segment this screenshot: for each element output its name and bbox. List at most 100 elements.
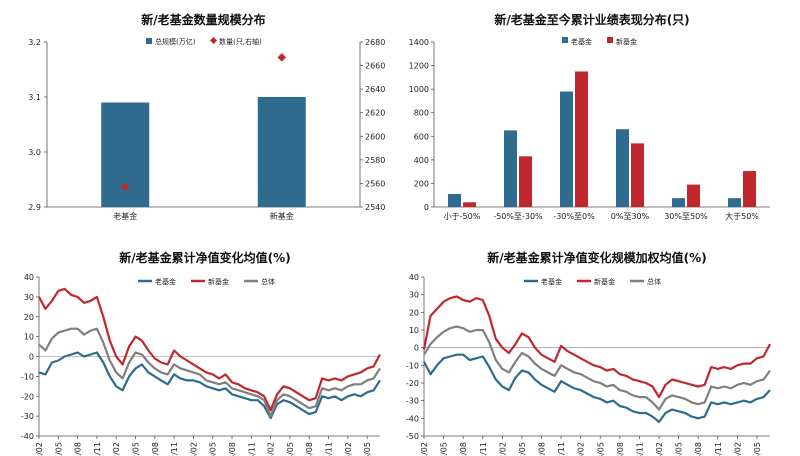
series-line-total — [38, 327, 381, 418]
x-tick-label: 21/02 — [420, 442, 429, 456]
legend-label-1: 新基金 — [594, 277, 615, 286]
x-tick-label: 21/05 — [440, 442, 449, 456]
x-tick-label: 21/08 — [74, 442, 83, 456]
y-tick-label: 200 — [414, 179, 429, 188]
series-line-new — [422, 295, 771, 399]
y-tick-label: -30 — [21, 412, 34, 421]
y-tick-label: 1400 — [409, 38, 429, 47]
y-right-tick-label: 2680 — [365, 38, 385, 47]
legend-swatch-1 — [607, 37, 613, 43]
x-tick-label: 24/05 — [675, 442, 684, 456]
x-tick-label: 24/08 — [305, 442, 314, 456]
legend-label-0: 老基金 — [571, 37, 592, 46]
y-tick-label: 800 — [414, 109, 429, 118]
y-tick-label: 10 — [409, 326, 419, 335]
legend-label-0: 总规模(万亿) — [155, 37, 196, 46]
bar-old — [728, 198, 741, 207]
legend-label-0: 老基金 — [155, 277, 176, 286]
legend-label-1: 数量(只,右轴) — [219, 37, 262, 46]
y-tick-label: -20 — [21, 392, 34, 401]
y-tick-label: 0 — [414, 344, 419, 353]
point-count-0 — [121, 182, 130, 192]
y-tick-label: 20 — [24, 313, 34, 322]
y-tick-label: 0 — [29, 353, 34, 362]
y-right-tick-label: 2580 — [365, 156, 385, 165]
x-tick-label: 23/08 — [228, 442, 237, 456]
series-line-new — [38, 287, 381, 412]
y-tick-label: 0 — [424, 203, 429, 212]
x-tick-label: 25/05 — [363, 442, 372, 456]
legend-swatch-0 — [562, 37, 568, 43]
bar-new — [743, 171, 756, 207]
y-left-tick-label: 3.2 — [28, 38, 41, 47]
bar-old — [560, 91, 573, 207]
series-line-old — [38, 351, 381, 420]
x-tick-label: 老基金 — [113, 211, 137, 221]
legend-label-2: 总体 — [647, 277, 661, 286]
x-tick-label: -30%至0% — [553, 212, 595, 221]
x-tick-label: 24/02 — [267, 442, 276, 456]
chart-title: 新/老基金至今累计业绩表现分布(只) — [494, 12, 689, 27]
bar-new — [631, 143, 644, 207]
bar-new — [687, 184, 700, 207]
point-count-1 — [277, 53, 286, 62]
x-tick-label: 大于50% — [725, 211, 759, 221]
bar-new — [463, 202, 476, 207]
x-tick-label: 22/05 — [132, 442, 141, 456]
x-tick-label: 21/05 — [54, 442, 63, 456]
y-tick-label: -40 — [21, 432, 34, 441]
x-tick-label: 22/11 — [170, 442, 179, 456]
y-tick-label: -20 — [406, 379, 419, 388]
y-right-tick-label: 2600 — [365, 132, 385, 141]
chart-title: 新/老基金累计净值变化均值(%) — [119, 250, 290, 265]
legend-label-0: 老基金 — [541, 277, 562, 286]
x-tick-label: 21/11 — [93, 442, 102, 456]
x-tick-label: 22/05 — [518, 442, 527, 456]
y-tick-label: 40 — [24, 273, 34, 282]
x-tick-label: 30%至50% — [664, 212, 708, 221]
y-tick-label: 1000 — [409, 85, 429, 94]
x-tick-label: 21/02 — [35, 442, 44, 456]
x-tick-label: 23/11 — [247, 442, 256, 456]
y-tick-label: -50 — [406, 432, 419, 441]
legend-label-2: 总体 — [261, 277, 275, 286]
x-tick-label: 25/02 — [733, 442, 742, 456]
y-tick-label: -40 — [406, 414, 419, 423]
y-tick-label: 20 — [409, 308, 419, 317]
bar-new — [575, 71, 588, 207]
legend-swatch-0 — [146, 38, 152, 44]
bar-old — [504, 130, 517, 207]
x-tick-label: -50%至-30% — [493, 212, 543, 221]
y-tick-label: 30 — [24, 293, 34, 302]
x-tick-label: 22/08 — [538, 442, 547, 456]
y-tick-label: 600 — [414, 132, 429, 141]
x-tick-label: 23/08 — [616, 442, 625, 456]
y-tick-label: -10 — [21, 372, 34, 381]
y-tick-label: -10 — [406, 361, 419, 370]
x-tick-label: 21/08 — [459, 442, 468, 456]
x-tick-label: 23/02 — [189, 442, 198, 456]
x-tick-label: 23/05 — [209, 442, 218, 456]
legend-label-1: 新基金 — [208, 277, 229, 286]
y-right-tick-label: 2620 — [365, 109, 385, 118]
x-tick-label: 24/11 — [714, 442, 723, 456]
x-tick-label: 23/02 — [577, 442, 586, 456]
y-left-tick-label: 2.9 — [28, 203, 41, 212]
y-right-tick-label: 2660 — [365, 62, 385, 71]
bar-old — [672, 198, 685, 207]
series-line-total — [423, 325, 771, 411]
x-tick-label: 22/11 — [557, 442, 566, 456]
x-tick-label: 24/08 — [694, 442, 703, 456]
bar-old — [101, 102, 150, 207]
y-right-tick-label: 2640 — [365, 85, 385, 94]
bar-old — [448, 194, 461, 207]
x-tick-label: 25/05 — [753, 442, 762, 456]
y-right-tick-label: 2560 — [365, 179, 385, 188]
y-tick-label: 400 — [414, 156, 429, 165]
x-tick-label: 23/05 — [596, 442, 605, 456]
y-tick-label: 1200 — [409, 62, 429, 71]
chart-title: 新/老基金累计净值变化规模加权均值(%) — [487, 250, 706, 265]
y-tick-label: 40 — [409, 273, 419, 282]
